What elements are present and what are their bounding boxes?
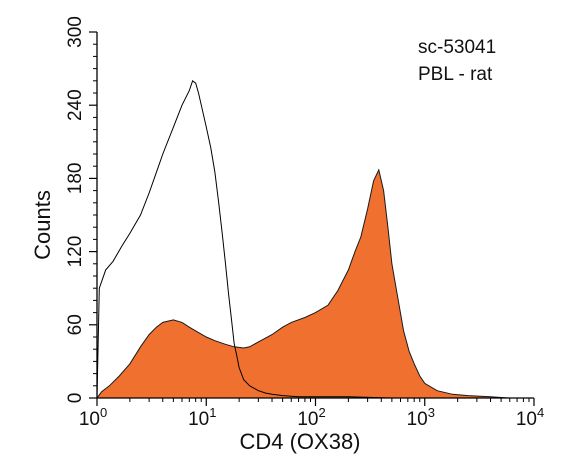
series-layer [96,79,534,399]
x-tick-exponent-1: 1 [209,405,216,420]
y-ticks: 0 60 120 180 240 300 [65,16,97,403]
y-tick-label-3: 180 [65,163,86,195]
y-tick-label-2: 120 [65,236,86,268]
x-tick-exponent-2: 2 [318,405,325,420]
series-0-outline-histogram [96,79,534,399]
x-tick-exponent-0: 0 [100,405,107,420]
x-ticks: 100 101 102 103 104 [79,398,544,430]
x-tick-exponent-3: 3 [428,405,435,420]
x-tick-label-1: 101 [188,405,216,430]
x-tick-label-0: 100 [79,405,107,430]
y-tick-label-0: 0 [65,393,86,404]
x-tick-label-2: 102 [297,405,325,430]
y-tick-label-1: 60 [65,314,86,335]
sample-annotation: sc-53041 [418,37,496,58]
x-tick-label-3: 103 [407,405,435,430]
cell-type-annotation: PBL - rat [418,64,493,85]
y-tick-label-5: 300 [65,16,86,48]
x-tick-label-4: 104 [516,405,544,430]
x-tick-exponent-4: 4 [537,405,544,420]
y-axis-label: Counts [30,190,55,260]
y-tick-label-4: 240 [65,89,86,121]
x-axis-label: CD4 (OX38) [239,429,360,454]
series-1-filled-histogram [96,168,534,399]
